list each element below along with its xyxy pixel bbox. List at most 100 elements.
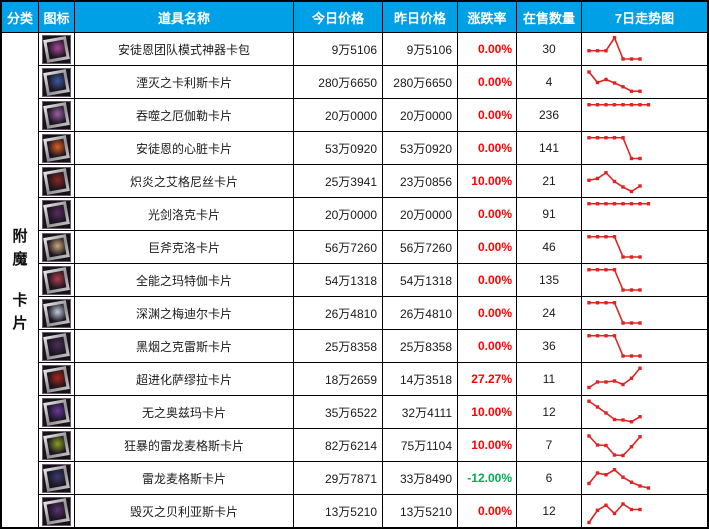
card-art [46, 72, 67, 92]
trend-sparkline [587, 399, 642, 424]
item-icon-cell [39, 363, 74, 395]
item-icon-cell [39, 66, 74, 98]
item-name[interactable]: 吞噬之厄伽勒卡片 [75, 99, 293, 131]
card-art [46, 369, 67, 389]
card-icon [42, 265, 71, 295]
item-name[interactable]: 巨斧克洛卡片 [75, 231, 293, 263]
item-name[interactable]: 光剑洛克卡片 [75, 198, 293, 230]
item-name[interactable]: 深渊之梅迪尔卡片 [75, 297, 293, 329]
item-name[interactable]: 安徒恩团队模式神器卡包 [75, 33, 293, 65]
change-rate: 0.00% [458, 231, 516, 263]
trend-chart-cell [582, 231, 707, 263]
item-icon-cell [39, 198, 74, 230]
col-change-rate: 涨跌率 [458, 2, 516, 32]
item-name[interactable]: 雷龙麦格斯卡片 [75, 462, 293, 494]
trend-sparkline [587, 334, 642, 358]
card-art [46, 303, 67, 323]
item-icon-cell [39, 297, 74, 329]
trend-sparkline [587, 103, 651, 107]
item-icon-cell [39, 231, 74, 263]
trend-chart-cell [582, 132, 707, 164]
card-icon [42, 463, 71, 493]
item-name[interactable]: 全能之玛特伽卡片 [75, 264, 293, 296]
trend-chart-cell [582, 66, 707, 98]
change-rate: 0.00% [458, 66, 516, 98]
card-icon [42, 364, 71, 394]
yesterday-price: 53万0920 [383, 132, 457, 164]
change-rate: 10.00% [458, 429, 516, 461]
trend-chart-cell [582, 495, 707, 527]
card-icon [42, 67, 71, 97]
trend-sparkline [587, 171, 642, 194]
item-name[interactable]: 超进化萨缪拉卡片 [75, 363, 293, 395]
trend-chart-cell [582, 165, 707, 197]
card-icon [42, 397, 71, 427]
on-sale-count: 12 [517, 396, 581, 428]
change-rate: 0.00% [458, 99, 516, 131]
on-sale-count: 11 [517, 363, 581, 395]
trend-chart-cell [582, 429, 707, 461]
card-art [46, 237, 67, 257]
change-rate: 0.00% [458, 198, 516, 230]
trend-chart-cell [582, 396, 707, 428]
trend-sparkline [587, 202, 651, 206]
card-icon [42, 232, 71, 262]
trend-chart-cell [582, 198, 707, 230]
trend-sparkline [587, 468, 651, 490]
yesterday-price: 56万7260 [383, 231, 457, 263]
item-name[interactable]: 黑烟之克雷斯卡片 [75, 330, 293, 362]
today-price: 25万8358 [294, 330, 382, 362]
item-icon-cell [39, 462, 74, 494]
item-name[interactable]: 安徒恩的心脏卡片 [75, 132, 293, 164]
item-icon-cell [39, 330, 74, 362]
on-sale-count: 7 [517, 429, 581, 461]
yesterday-price: 32万4111 [383, 396, 457, 428]
change-rate: 0.00% [458, 495, 516, 527]
change-rate: 0.00% [458, 330, 516, 362]
trend-sparkline [587, 434, 642, 458]
col-icon: 图标 [39, 2, 74, 32]
trend-sparkline [587, 70, 642, 93]
trend-sparkline [587, 301, 642, 325]
today-price: 29万7871 [294, 462, 382, 494]
card-art [46, 204, 67, 224]
card-art [46, 39, 67, 59]
item-name[interactable]: 无之奥兹玛卡片 [75, 396, 293, 428]
card-icon [42, 496, 71, 526]
yesterday-price: 20万0000 [383, 99, 457, 131]
today-price: 13万5210 [294, 495, 382, 527]
yesterday-price: 20万0000 [383, 198, 457, 230]
today-price: 35万6522 [294, 396, 382, 428]
card-art [46, 435, 67, 455]
item-name[interactable]: 炽炎之艾格尼丝卡片 [75, 165, 293, 197]
yesterday-price: 25万8358 [383, 330, 457, 362]
trend-chart-cell [582, 363, 707, 395]
item-icon-cell [39, 429, 74, 461]
item-name[interactable]: 狂暴的雷龙麦格斯卡片 [75, 429, 293, 461]
yesterday-price: 14万3518 [383, 363, 457, 395]
on-sale-count: 46 [517, 231, 581, 263]
item-icon-cell [39, 132, 74, 164]
today-price: 26万4810 [294, 297, 382, 329]
change-rate: 10.00% [458, 396, 516, 428]
item-icon-cell [39, 264, 74, 296]
trend-sparkline [587, 235, 642, 259]
yesterday-price: 13万5210 [383, 495, 457, 527]
item-name[interactable]: 毁灭之贝利亚斯卡片 [75, 495, 293, 527]
card-art [46, 105, 67, 125]
card-art [46, 402, 67, 422]
trend-sparkline [587, 268, 642, 292]
today-price: 18万2659 [294, 363, 382, 395]
on-sale-count: 236 [517, 99, 581, 131]
trend-sparkline [587, 36, 642, 61]
card-icon [42, 34, 71, 64]
card-art [46, 468, 67, 488]
card-icon [42, 430, 71, 460]
today-price: 20万0000 [294, 99, 382, 131]
item-name[interactable]: 湮灭之卡利斯卡片 [75, 66, 293, 98]
change-rate: 27.27% [458, 363, 516, 395]
change-rate: 0.00% [458, 297, 516, 329]
card-icon [42, 166, 71, 196]
col-today-price: 今日价格 [294, 2, 382, 32]
